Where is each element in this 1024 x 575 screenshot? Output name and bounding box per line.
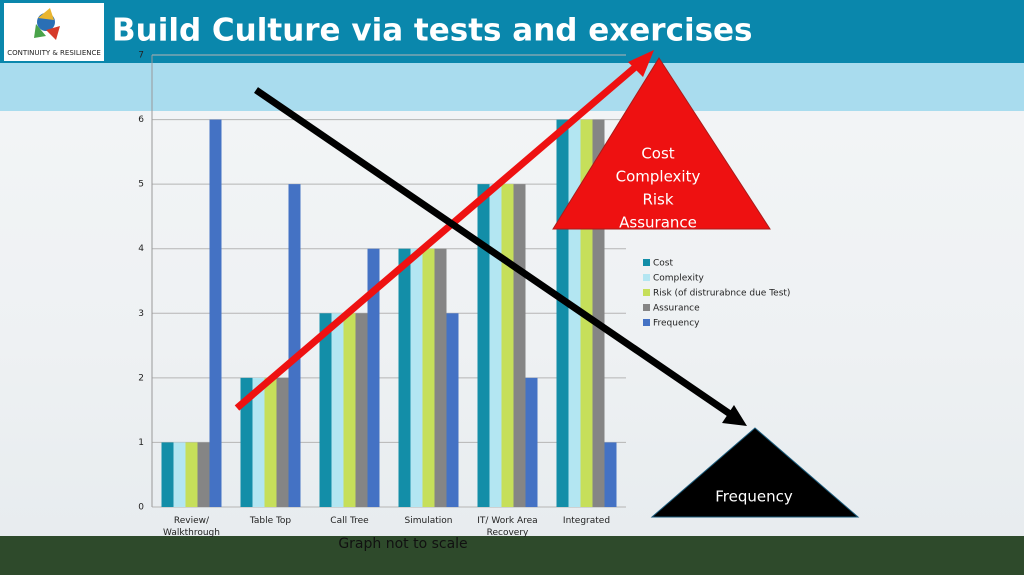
black-triangle bbox=[650, 427, 860, 518]
bar bbox=[331, 313, 344, 507]
y-tick-label: 0 bbox=[138, 503, 144, 513]
y-tick-label: 3 bbox=[138, 309, 144, 319]
x-tick-label: Review/ Walkthrough bbox=[163, 516, 220, 538]
bar bbox=[264, 377, 277, 507]
legend-swatch bbox=[643, 259, 650, 266]
y-tick-label: 6 bbox=[138, 115, 144, 125]
bar bbox=[367, 248, 380, 507]
bar bbox=[525, 377, 538, 507]
triangle-label: Risk bbox=[642, 191, 673, 209]
bar bbox=[276, 377, 289, 507]
bar bbox=[422, 248, 435, 507]
legend-swatch bbox=[643, 289, 650, 296]
black-arrowhead bbox=[722, 405, 747, 426]
bar bbox=[355, 313, 368, 507]
triangle-label: Complexity bbox=[616, 168, 701, 186]
bar bbox=[489, 184, 502, 507]
x-tick-label: Integrated bbox=[562, 516, 611, 526]
legend-label: Risk (of distrurabnce due Test) bbox=[653, 289, 790, 299]
bar bbox=[410, 248, 423, 507]
bar bbox=[434, 248, 447, 507]
bar bbox=[240, 377, 253, 507]
red-arrow bbox=[234, 60, 643, 411]
bar bbox=[209, 119, 222, 508]
bar bbox=[343, 313, 356, 507]
bar bbox=[185, 442, 198, 507]
logo-icon bbox=[34, 8, 60, 40]
bar bbox=[319, 313, 332, 507]
chart-note: Graph not to scale bbox=[338, 536, 467, 552]
red-triangle bbox=[552, 57, 771, 230]
x-tick-label: Call Tree bbox=[330, 516, 369, 526]
header-band bbox=[0, 0, 1024, 63]
x-tick-label: IT/ Work Area Recovery bbox=[477, 516, 538, 538]
bar bbox=[288, 184, 301, 507]
bar bbox=[173, 442, 186, 507]
legend-label: Cost bbox=[653, 259, 673, 269]
legend-label: Frequency bbox=[653, 319, 700, 329]
triangle-label: Cost bbox=[641, 145, 674, 163]
y-tick-label: 1 bbox=[138, 438, 144, 448]
bar bbox=[252, 377, 265, 507]
x-tick-label: Simulation bbox=[404, 516, 453, 526]
bar bbox=[604, 442, 617, 507]
bar bbox=[161, 442, 174, 507]
bar bbox=[513, 184, 526, 507]
black-arrow bbox=[254, 87, 735, 419]
slide-title: Build Culture via tests and exercises bbox=[112, 13, 753, 49]
sub-band bbox=[0, 63, 1024, 111]
logo-text: CONTINUITY & RESILIENCE bbox=[7, 49, 101, 57]
legend-swatch bbox=[643, 319, 650, 326]
red-arrowhead bbox=[628, 50, 654, 77]
triangle-label: Assurance bbox=[619, 214, 697, 232]
x-tick-label: Table Top bbox=[249, 516, 292, 526]
footer-band bbox=[0, 536, 1024, 575]
y-tick-label: 2 bbox=[138, 373, 144, 383]
legend-swatch bbox=[643, 304, 650, 311]
legend-label: Assurance bbox=[653, 304, 700, 314]
bar bbox=[446, 313, 459, 507]
triangle-label: Frequency bbox=[715, 488, 793, 506]
y-tick-label: 5 bbox=[138, 180, 144, 190]
y-tick-label: 4 bbox=[138, 244, 144, 254]
plot: 0 1 2 3 4 5 6 7 Cost Complexity Risk (of distrurab… bbox=[138, 51, 790, 513]
bar bbox=[501, 184, 514, 507]
bar bbox=[197, 442, 210, 507]
bar bbox=[477, 184, 490, 507]
legend-label: Complexity bbox=[653, 274, 705, 284]
y-tick-label: 7 bbox=[138, 51, 144, 61]
legend-swatch bbox=[643, 274, 650, 281]
bar bbox=[398, 248, 411, 507]
bar bbox=[556, 119, 569, 508]
